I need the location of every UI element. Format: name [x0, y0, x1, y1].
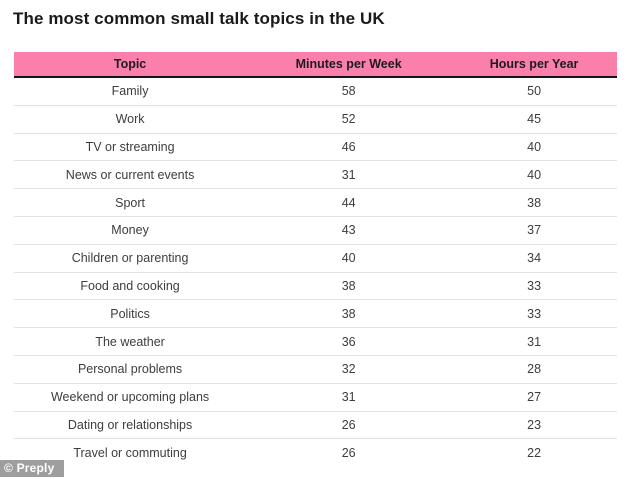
- minutes-cell: 26: [341, 445, 356, 460]
- topic-cell: The weather: [14, 327, 247, 356]
- table-row: Food and cooking 38 33: [14, 272, 617, 301]
- minutes-cell: 52: [246, 105, 452, 134]
- hours-cell: 40: [451, 160, 617, 190]
- minutes-cell: 46: [246, 133, 452, 162]
- hours-cell: 28: [451, 355, 617, 384]
- topic-cell: Personal problems: [14, 355, 247, 384]
- minutes-cell: 32: [246, 355, 452, 384]
- column-header-minutes-per-week: Minutes per Week: [246, 52, 452, 78]
- hours-cell: 34: [451, 244, 617, 273]
- minutes-cell: 44: [246, 188, 452, 217]
- minutes-cell: 31: [246, 160, 452, 190]
- hours-cell: 50: [451, 77, 617, 106]
- hours-cell: 22: [527, 445, 542, 460]
- hours-cell: 40: [451, 133, 617, 162]
- table-row: TV or streaming 46 40: [14, 133, 617, 162]
- minutes-cell: 26: [246, 411, 452, 440]
- hours-cell: 45: [451, 105, 617, 134]
- minutes-cell: 31: [246, 383, 452, 412]
- table-row: News or current events 31 40: [14, 160, 617, 190]
- table-row: Dating or relationships 26 23: [14, 411, 617, 440]
- topic-cell: TV or streaming: [14, 133, 247, 162]
- topic-cell: News or current events: [14, 160, 247, 190]
- table-row: Politics 38 33: [14, 299, 617, 329]
- small-talk-table: Topic Minutes per Week Hours per Year Fa…: [14, 52, 617, 466]
- preply-watermark: © Preply: [0, 460, 65, 477]
- hours-cell: 31: [451, 327, 617, 356]
- hours-cell: 23: [451, 411, 617, 440]
- hours-cell: 38: [451, 188, 617, 217]
- topic-cell: Work: [14, 105, 247, 134]
- table-row: Weekend or upcoming plans 31 27: [14, 383, 617, 412]
- column-header-hours-per-year: Hours per Year: [451, 52, 617, 78]
- table-row: Family 58 50: [14, 77, 617, 106]
- topic-cell: Family: [14, 77, 247, 106]
- topic-cell: Sport: [14, 188, 247, 217]
- column-header-topic: Topic: [14, 52, 247, 78]
- table-row: The weather 36 31: [14, 327, 617, 356]
- table-row: Personal problems 32 28: [14, 355, 617, 384]
- table-row: Money 43 37: [14, 216, 617, 245]
- minutes-cell: 58: [246, 77, 452, 106]
- table-body: Family 58 50 Work 52 45 TV or streaming 46 40 New…: [14, 77, 617, 466]
- hours-cell: 37: [451, 216, 617, 245]
- table-row: Travel or commuting 26 22: [14, 439, 617, 466]
- topic-cell: Children or parenting: [14, 244, 247, 273]
- topic-cell: Weekend or upcoming plans: [14, 383, 247, 412]
- minutes-cell: 40: [246, 244, 452, 273]
- minutes-cell: 36: [246, 327, 452, 356]
- topic-cell: Travel or commuting: [73, 445, 187, 460]
- table-header: Topic Minutes per Week Hours per Year: [14, 52, 617, 78]
- topic-cell: Food and cooking: [14, 272, 247, 301]
- hours-cell: 33: [451, 272, 617, 301]
- header-row: Topic Minutes per Week Hours per Year: [14, 52, 617, 78]
- minutes-cell: 38: [246, 272, 452, 301]
- table-row: Work 52 45: [14, 105, 617, 134]
- table-row: Children or parenting 40 34: [14, 244, 617, 273]
- minutes-cell: 38: [246, 299, 452, 329]
- topic-cell: Dating or relationships: [14, 411, 247, 440]
- page-title: The most common small talk topics in the…: [13, 9, 385, 28]
- topic-cell: Money: [14, 216, 247, 245]
- hours-cell: 27: [451, 383, 617, 412]
- hours-cell: 33: [451, 299, 617, 329]
- topic-cell: Politics: [14, 299, 247, 329]
- table-row: Sport 44 38: [14, 188, 617, 217]
- minutes-cell: 43: [246, 216, 452, 245]
